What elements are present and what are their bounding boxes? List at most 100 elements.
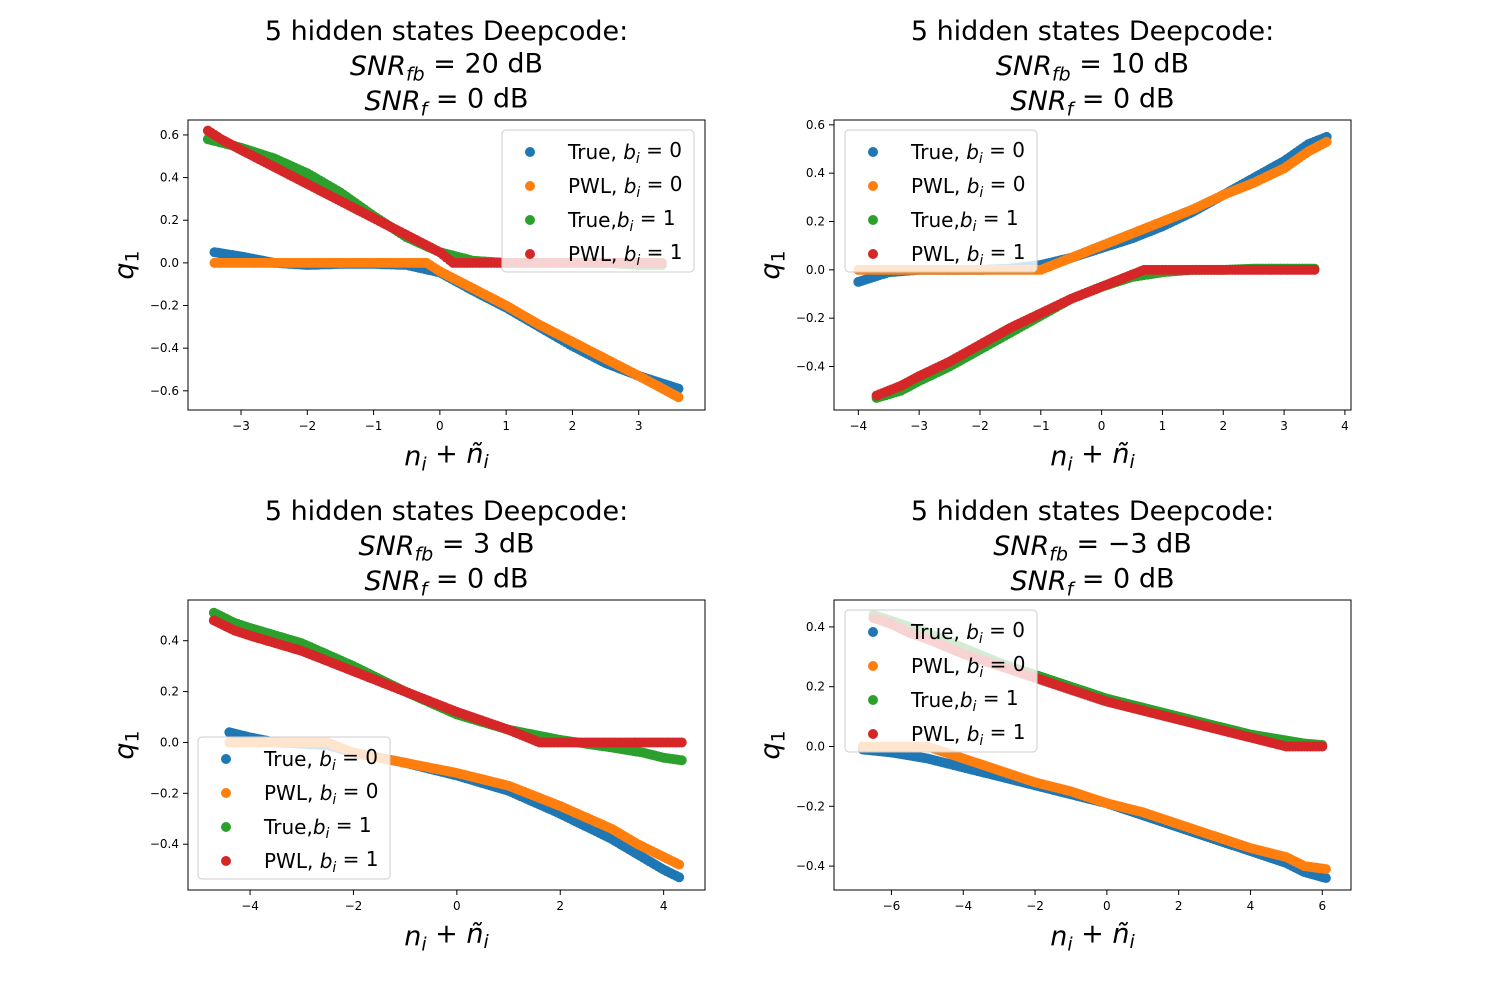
x-tick-label: 3 [1280, 419, 1288, 433]
legend: True, bi​ = 0 PWL, bi​ = 0 True,bi​ = 1 PWL… [197, 736, 391, 880]
x-axis-label: ni​ + ñi​ [404, 439, 489, 476]
legend: True, bi​ = 0 PWL, bi​ = 0 True,bi​ = 1 PWL… [844, 609, 1038, 753]
y-axis-label: q1 [109, 730, 144, 759]
x-tick-label: −4 [954, 899, 972, 913]
scatter-points [202, 125, 684, 403]
x-tick-label: 2 [556, 899, 564, 913]
y-tick-label: −0.2 [150, 786, 179, 800]
series-pwl-b0 [209, 257, 684, 403]
x-tick-label: 2 [1175, 899, 1183, 913]
x-tick-label: −4 [849, 419, 867, 433]
x-tick-label: 4 [1341, 419, 1349, 433]
subplot-title-line: SNRfb​ = 3 dB [359, 529, 535, 566]
x-tick-label: −1 [365, 419, 383, 433]
axes-frame [833, 119, 1352, 411]
series-pwl-b1 [208, 615, 687, 748]
legend-marker [221, 788, 231, 798]
subplot-title: 5 hidden states Deepcode: [911, 16, 1274, 47]
y-tick-label: −0.2 [796, 799, 825, 813]
x-tick-label: 0 [1098, 419, 1106, 433]
legend-marker [221, 754, 231, 764]
y-tick-label: 0.0 [806, 739, 825, 753]
x-tick-label: 3 [635, 419, 643, 433]
legend: True, bi​ = 0 PWL, bi​ = 0 True,bi​ = 1 PWL… [844, 129, 1038, 273]
data-point [1320, 864, 1331, 875]
x-tick-label: −2 [345, 899, 363, 913]
legend-label-2: True,bi​ = 1 [567, 206, 676, 235]
subplot-title-line: SNRf​ = 0 dB [1011, 84, 1175, 121]
data-point [1320, 873, 1331, 884]
x-axis-label: ni​ + ñi​ [404, 919, 489, 956]
data-point [1309, 264, 1320, 275]
data-point [1317, 741, 1328, 752]
subplot-1: 5 hidden states Deepcode:SNRfb​ = 20 dBS… [109, 16, 706, 476]
legend-label-0: True, bi​ = 0 [263, 745, 378, 774]
legend-marker [868, 661, 878, 671]
legend-label-1: PWL, bi​ = 0 [911, 172, 1026, 201]
y-axis-label: q1 [109, 250, 144, 279]
subplot-title: 5 hidden states Deepcode: [265, 16, 628, 47]
x-tick-label: −4 [241, 899, 259, 913]
x-tick-label: −2 [971, 419, 989, 433]
x-tick-label: 6 [1318, 899, 1326, 913]
legend-label-0: True, bi​ = 0 [910, 618, 1025, 647]
legend-marker [868, 147, 878, 157]
x-tick-label: 4 [660, 899, 668, 913]
subplot-2: 5 hidden states Deepcode:SNRfb​ = 10 dBS… [755, 16, 1352, 476]
data-point [673, 392, 684, 403]
axes-frame [833, 599, 1352, 891]
x-tick-label: 2 [569, 419, 577, 433]
y-tick-label: 0.6 [806, 118, 825, 132]
legend-marker [868, 627, 878, 637]
y-tick-label: 0.4 [806, 166, 825, 180]
data-point [1321, 136, 1332, 147]
axes-frame [187, 119, 706, 411]
x-axis-label: ni​ + ñi​ [1050, 919, 1135, 956]
x-tick-label: −3 [232, 419, 250, 433]
y-tick-label: 0.2 [806, 215, 825, 229]
legend-label-3: PWL, bi​ = 1 [568, 240, 683, 269]
y-tick-label: −0.4 [150, 341, 179, 355]
legend-marker [221, 822, 231, 832]
subplot-title: 5 hidden states Deepcode: [911, 496, 1274, 527]
legend-label-3: PWL, bi​ = 1 [911, 240, 1026, 269]
y-tick-label: 0.0 [806, 263, 825, 277]
legend-label-1: PWL, bi​ = 0 [264, 779, 379, 808]
legend-box [501, 129, 695, 273]
y-tick-label: 0.6 [160, 128, 179, 142]
y-tick-label: 0.4 [806, 620, 825, 634]
y-tick-label: −0.6 [150, 384, 179, 398]
subplot-title-line: SNRf​ = 0 dB [1011, 564, 1175, 601]
y-tick-label: −0.4 [150, 837, 179, 851]
x-tick-label: 1 [502, 419, 510, 433]
legend-marker [868, 181, 878, 191]
legend-marker [868, 249, 878, 259]
x-tick-label: 2 [1219, 419, 1227, 433]
legend-marker [868, 695, 878, 705]
y-tick-label: 0.2 [806, 680, 825, 694]
legend-label-2: True,bi​ = 1 [910, 206, 1019, 235]
legend-label-3: PWL, bi​ = 1 [911, 720, 1026, 749]
data-point [676, 737, 687, 748]
y-tick-label: 0.2 [160, 213, 179, 227]
data-point [676, 755, 687, 766]
legend-label-0: True, bi​ = 0 [910, 138, 1025, 167]
legend-marker [868, 729, 878, 739]
legend-marker [525, 181, 535, 191]
legend-box [844, 609, 1038, 753]
y-axis-label: q1 [755, 250, 790, 279]
y-tick-label: 0.4 [160, 634, 179, 648]
subplot-title-line: SNRfb​ = 10 dB [996, 49, 1189, 86]
subplot-title-line: SNRfb​ = 20 dB [350, 49, 543, 86]
x-tick-label: 4 [1247, 899, 1255, 913]
y-tick-label: −0.4 [796, 859, 825, 873]
y-tick-label: −0.2 [150, 299, 179, 313]
x-tick-label: −2 [298, 419, 316, 433]
x-tick-label: −6 [883, 899, 901, 913]
x-tick-label: 0 [1103, 899, 1111, 913]
x-tick-label: 1 [1159, 419, 1167, 433]
data-point [674, 872, 685, 883]
x-tick-label: −2 [1026, 899, 1044, 913]
axes-frame [187, 599, 706, 891]
